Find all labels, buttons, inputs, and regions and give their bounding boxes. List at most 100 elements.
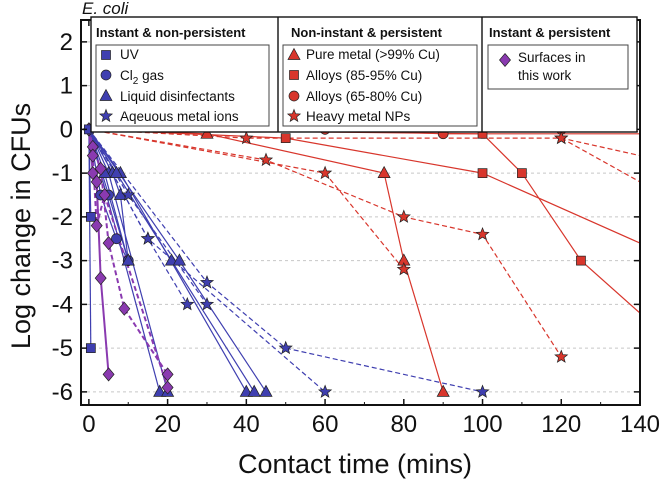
series-line-uv bbox=[88, 129, 92, 349]
data-point-uv bbox=[85, 212, 96, 222]
data-point-liquid-disinfectants bbox=[172, 253, 186, 266]
y-axis-label: Log change in CFUs bbox=[6, 103, 36, 349]
data-point-alloys-85-95-cu bbox=[576, 255, 586, 266]
legend-label-aqueous-metal-ions: Aqeuous metal ions bbox=[120, 109, 239, 124]
data-point-aqeuous-metal-ions bbox=[180, 296, 195, 311]
data-point-alloys-85-95-cu bbox=[280, 133, 291, 143]
data-point-pure-metal-99-cu bbox=[377, 165, 391, 178]
data-point-uv bbox=[85, 343, 96, 353]
data-point-aqeuous-metal-ions bbox=[278, 340, 293, 355]
legend-marker bbox=[100, 69, 112, 81]
data-point-liquid-disinfectants bbox=[247, 384, 261, 397]
legend-markers bbox=[98, 47, 511, 123]
series-line-alloys-85-95-cu bbox=[88, 128, 641, 244]
series-line-surfaces-in-this-work bbox=[87, 129, 169, 375]
data-point-alloys-85-95-cu bbox=[517, 168, 527, 178]
series-line-aqeuous-metal-ions bbox=[88, 129, 483, 393]
legend-label-pure-metal: Pure metal (>99% Cu) bbox=[306, 47, 440, 62]
data-point-liquid-disinfectants bbox=[239, 384, 253, 397]
data-point-surfaces-in-this-work bbox=[86, 148, 99, 163]
x-tick-label: 120 bbox=[541, 411, 581, 438]
data-point-liquid-disinfectants bbox=[109, 165, 123, 178]
series-markers bbox=[82, 122, 586, 398]
legend-marker bbox=[288, 90, 300, 102]
legend-box bbox=[90, 16, 638, 133]
y-tick-label: -2 bbox=[52, 204, 73, 231]
series-line-heavy-metal-nps bbox=[561, 137, 641, 183]
y-tick-label: -6 bbox=[52, 379, 73, 406]
legend-marker bbox=[286, 108, 302, 123]
data-point-heavy-metal-nps bbox=[554, 130, 569, 145]
data-point-heavy-metal-nps bbox=[317, 165, 333, 180]
legend-marker bbox=[289, 70, 299, 80]
legend-label-cl2-gas: Cl2 gas bbox=[120, 68, 164, 87]
legend-label-uv: UV bbox=[120, 47, 139, 62]
data-point-aqeuous-metal-ions bbox=[121, 187, 136, 202]
data-point-surfaces-in-this-work bbox=[90, 218, 103, 233]
legend-subbox-blue bbox=[95, 44, 270, 127]
data-point-surfaces-in-this-work bbox=[90, 174, 103, 189]
legend-subbox-red bbox=[282, 44, 478, 127]
legend-heading-non-instant-persistent: Non-instant & persistent bbox=[291, 25, 443, 40]
data-point-surfaces-in-this-work bbox=[161, 380, 174, 395]
x-tick-label: 60 bbox=[312, 411, 339, 438]
data-point-heavy-metal-nps bbox=[396, 209, 411, 223]
chart-title: E. coli bbox=[82, 0, 130, 18]
legend-label-surfaces-line2: this work bbox=[518, 68, 572, 83]
data-point-aqeuous-metal-ions bbox=[317, 384, 333, 398]
legend-label-cl2-sub: 2 bbox=[133, 76, 139, 87]
y-tick-label: 2 bbox=[60, 29, 73, 56]
x-tick-label: 140 bbox=[620, 411, 660, 438]
data-point-surfaces-in-this-work bbox=[94, 271, 107, 286]
legend-label-cl2-tail: gas bbox=[138, 68, 164, 83]
legend-marker bbox=[98, 108, 114, 123]
legend-heading-instant-persistent: Instant & persistent bbox=[489, 25, 611, 40]
data-point-surfaces-in-this-work bbox=[102, 367, 115, 382]
data-point-heavy-metal-nps bbox=[396, 261, 411, 276]
data-point-heavy-metal-nps bbox=[239, 130, 254, 145]
legend-marker bbox=[287, 47, 301, 60]
data-point-liquid-disinfectants bbox=[259, 384, 273, 397]
x-tick-label: 40 bbox=[233, 411, 260, 438]
y-tick-label: 1 bbox=[60, 73, 73, 100]
y-tick-label: 0 bbox=[60, 116, 73, 143]
legend-label-alloys-85-95: Alloys (85-95% Cu) bbox=[306, 68, 422, 83]
data-point-liquid-disinfectants bbox=[121, 253, 135, 266]
x-axis-label: Contact time (mins) bbox=[238, 449, 472, 479]
data-point-alloys-85-95-cu bbox=[477, 168, 488, 178]
data-point-aqeuous-metal-ions bbox=[140, 231, 156, 245]
data-point-surfaces-in-this-work bbox=[98, 187, 111, 203]
legend-label-liquid-disinfectants: Liquid disinfectants bbox=[120, 89, 235, 104]
legend-label-alloys-65-80: Alloys (65-80% Cu) bbox=[306, 89, 422, 104]
x-tick-label: 100 bbox=[463, 411, 503, 438]
x-tick-label: 80 bbox=[390, 411, 417, 438]
data-point-heavy-metal-nps bbox=[475, 226, 490, 241]
series-line-heavy-metal-nps bbox=[88, 128, 641, 157]
x-tick-label: 20 bbox=[154, 411, 181, 438]
x-tick-label: 0 bbox=[82, 411, 95, 438]
data-point-liquid-disinfectants bbox=[164, 253, 179, 266]
data-point-aqeuous-metal-ions bbox=[199, 275, 215, 289]
legend-label-surfaces-line1: Surfaces in bbox=[518, 50, 586, 65]
data-point-liquid-disinfectants bbox=[153, 384, 167, 397]
legend-marker bbox=[499, 52, 511, 68]
data-point-cl2-gas bbox=[111, 233, 122, 245]
y-tick-label: -3 bbox=[52, 248, 73, 275]
data-point-surfaces-in-this-work bbox=[94, 161, 107, 176]
data-point-surfaces-in-this-work bbox=[102, 236, 115, 251]
data-point-surfaces-in-this-work bbox=[118, 301, 131, 316]
legend-label-heavy-metal-nps: Heavy metal NPs bbox=[306, 109, 411, 124]
legend-heading-instant-non-persistent: Instant & non-persistent bbox=[96, 25, 246, 40]
data-point-heavy-metal-nps bbox=[554, 349, 569, 363]
data-point-pure-metal-99-cu bbox=[200, 126, 214, 139]
legend-marker bbox=[99, 88, 113, 101]
y-tick-label: -5 bbox=[52, 335, 73, 362]
data-point-aqeuous-metal-ions bbox=[475, 384, 490, 398]
data-point-aqeuous-metal-ions bbox=[199, 296, 215, 311]
y-tick-label: -4 bbox=[52, 291, 73, 318]
data-point-heavy-metal-nps bbox=[258, 152, 274, 167]
legend-label-cl2-main: Cl bbox=[120, 68, 133, 83]
legend-subbox-purple bbox=[487, 44, 629, 90]
legend-marker bbox=[101, 50, 111, 60]
